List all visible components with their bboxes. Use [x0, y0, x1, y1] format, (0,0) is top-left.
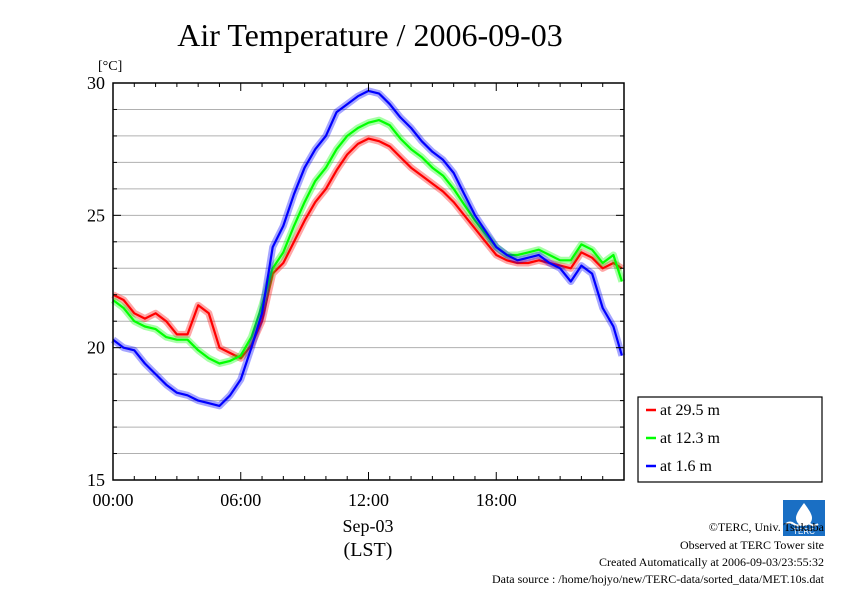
- x-tick-label: 06:00: [220, 490, 261, 510]
- series-2: [110, 116, 626, 367]
- x-axis-timezone-label: (LST): [344, 539, 393, 561]
- series-line: [112, 118, 623, 365]
- y-axis: 15 20 25 30: [87, 73, 624, 490]
- y-tick-label: 15: [87, 470, 105, 490]
- y-tick-label: 25: [87, 205, 105, 225]
- y-axis-unit: [°C]: [98, 59, 122, 74]
- x-tick-label: 18:00: [476, 490, 517, 510]
- legend-label: at 12.3 m: [660, 430, 721, 447]
- y-tick-label: 30: [87, 73, 105, 93]
- plot-frame: [112, 82, 625, 481]
- footer-observed: Observed at TERC Tower site: [679, 538, 824, 552]
- terc-logo-icon: TERC: [783, 500, 825, 536]
- footer-copyright: ©TERC, Univ. Tsukuba: [708, 520, 824, 534]
- footer-source: Data source : /home/hojyo/new/TERC-data/…: [491, 572, 824, 586]
- legend-label: at 1.6 m: [660, 458, 713, 475]
- footer-created: Created Automatically at 2006-09-03/23:5…: [599, 555, 824, 569]
- legend-box: [637, 396, 823, 483]
- legend-label: at 29.5 m: [660, 402, 721, 419]
- logo-text: TERC: [793, 527, 815, 536]
- x-axis: 00:00 06:00 12:00 18:00: [92, 83, 625, 510]
- x-tick-label: 12:00: [348, 490, 389, 510]
- series-lines: [110, 87, 626, 410]
- series-1: [111, 135, 624, 362]
- series-line-glow: [111, 135, 624, 362]
- y-tick-label: 20: [87, 338, 105, 358]
- chart-title: Air Temperature / 2006-09-03: [177, 17, 563, 53]
- grid-lines: [113, 108, 624, 455]
- series-line: [112, 137, 623, 360]
- x-axis-date-label: Sep-03: [343, 516, 394, 536]
- legend: at 29.5 m at 12.3 m at 1.6 m: [637, 396, 823, 483]
- x-tick-label: 00:00: [92, 490, 133, 510]
